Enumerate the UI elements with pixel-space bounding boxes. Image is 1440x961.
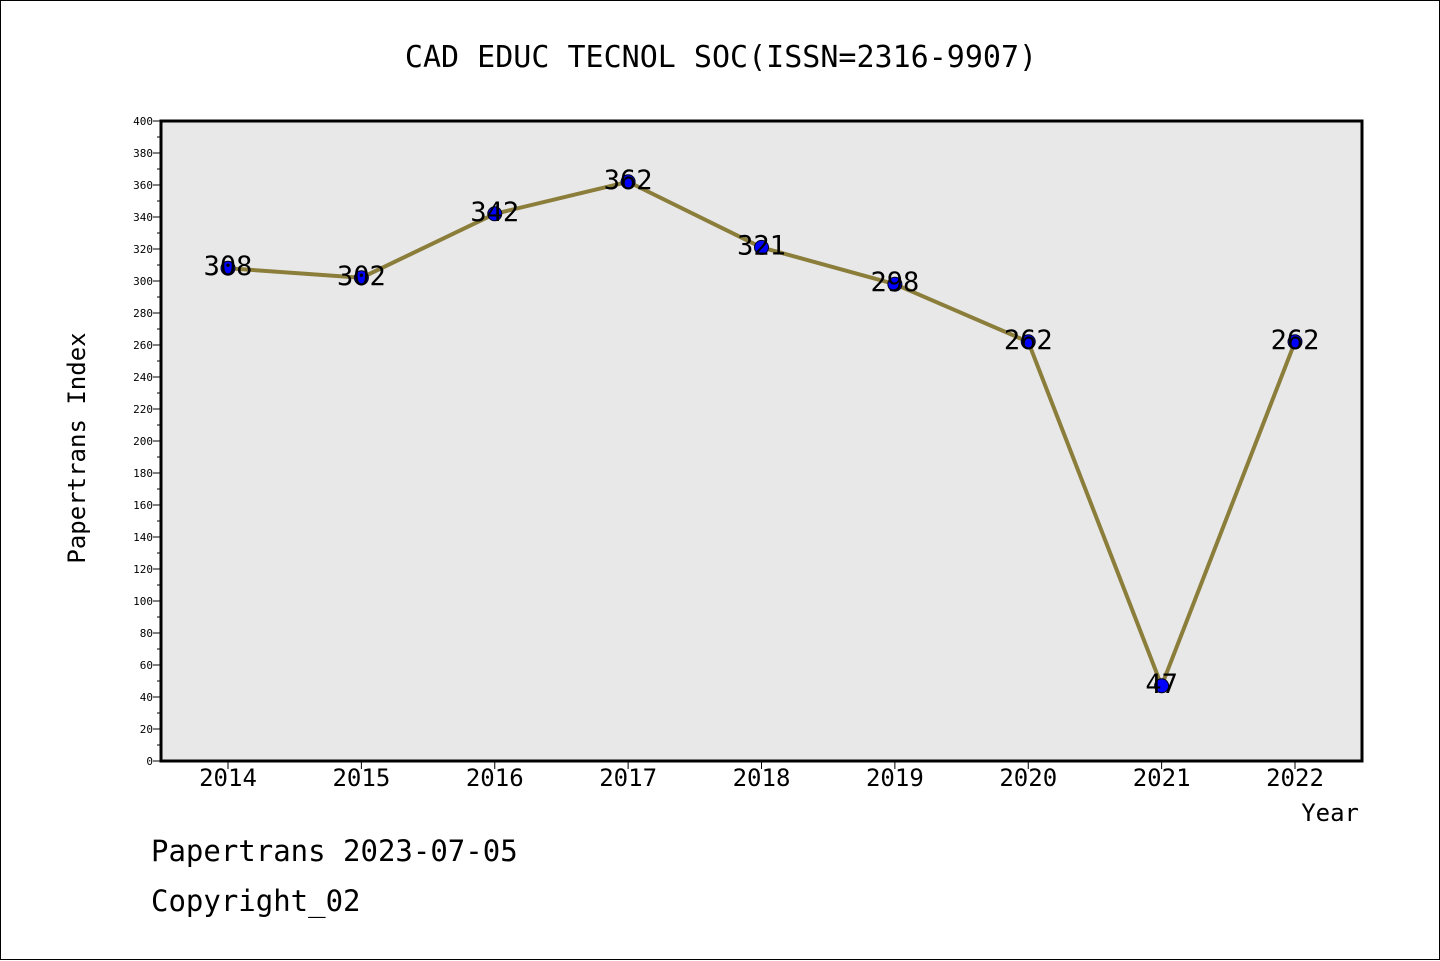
y-tick-label: 400 [133,115,153,128]
y-tick-label: 100 [133,595,153,608]
y-tick-label: 280 [133,307,153,320]
x-tick-label: 2017 [599,764,657,792]
data-label: 262 [1271,325,1320,356]
footer-copyright-line: Copyright_02 [151,884,361,918]
y-tick-label: 260 [133,339,153,352]
y-tick-label: 140 [133,531,153,544]
data-point-marker [1020,334,1036,350]
data-point-marker [353,270,369,286]
x-axis: 2014 2015 2016 2017 2018 2019 2020 2021 2022 [199,761,1324,792]
y-tick-label: 180 [133,467,153,480]
data-label: 262 [1004,325,1053,356]
data-point-marker [1154,678,1170,694]
y-tick-label: 300 [133,275,153,288]
data-label: 308 [204,251,253,282]
y-tick-label: 0 [146,755,153,768]
x-tick-label: 2018 [733,764,791,792]
y-tick-label: 80 [140,627,153,640]
y-tick-label: 200 [133,435,153,448]
y-tick-label: 380 [133,147,153,160]
data-point-marker [220,260,236,276]
data-point-marker [487,206,503,222]
data-point-marker [620,174,636,190]
y-tick-label: 60 [140,659,153,672]
x-tick-label: 2014 [199,764,257,792]
data-label: 298 [870,267,919,298]
y-tick-label: 160 [133,499,153,512]
x-axis-label: Year [1301,799,1359,827]
y-tick-label: 360 [133,179,153,192]
y-tick-label: 240 [133,371,153,384]
data-point-marker [887,276,903,292]
x-tick-label: 2019 [866,764,924,792]
y-tick-label: 340 [133,211,153,224]
y-tick-label: 320 [133,243,153,256]
data-point-marker [1287,334,1303,350]
x-tick-label: 2020 [999,764,1057,792]
footer-date-line: Papertrans 2023-07-05 [151,834,518,868]
x-tick-label: 2016 [466,764,524,792]
y-axis-label: Papertrans Index [63,332,91,563]
y-axis: 0 20 40 60 80 100 120 140 160 180 200 220 240 260 280 3… [133,115,161,768]
plot-area [159,119,1364,763]
data-label: 47 [1145,669,1178,700]
y-tick-label: 120 [133,563,153,576]
data-label: 342 [470,197,519,228]
x-tick-label: 2022 [1266,764,1324,792]
y-tick-label: 40 [140,691,153,704]
series-group: 308 302 342 362 321 298 262 47 262 [204,165,1320,700]
x-tick-label: 2015 [332,764,390,792]
chart-title: CAD EDUC TECNOL SOC(ISSN=2316-9907) [405,40,1037,75]
data-label: 302 [337,261,386,292]
data-label: 321 [737,230,786,261]
data-label: 362 [604,165,653,196]
y-tick-label: 20 [140,723,153,736]
y-tick-label: 220 [133,403,153,416]
x-tick-label: 2021 [1133,764,1191,792]
data-point-marker [754,239,769,255]
